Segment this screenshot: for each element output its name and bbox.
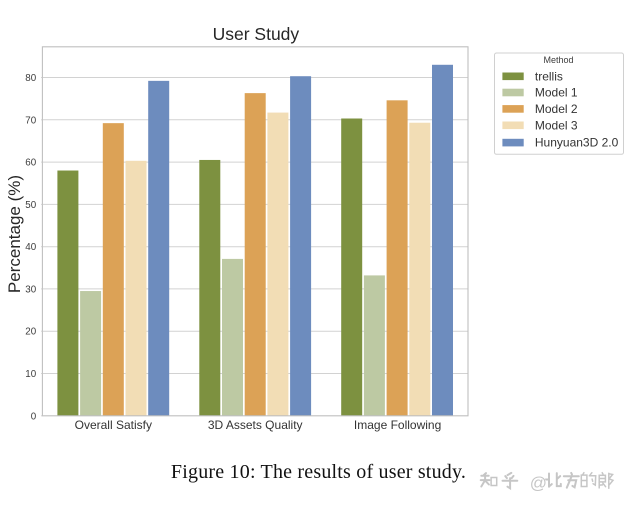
svg-text:Figure 10: The results of user: Figure 10: The results of user study. — [171, 461, 466, 483]
svg-text:Model 2: Model 2 — [535, 102, 578, 116]
svg-text:60: 60 — [25, 158, 36, 169]
svg-text:40: 40 — [25, 242, 36, 253]
svg-text:Model 1: Model 1 — [535, 86, 578, 100]
svg-text:@: @ — [531, 474, 548, 493]
svg-text:User Study: User Study — [213, 24, 300, 44]
svg-text:Method: Method — [543, 55, 573, 65]
svg-text:Overall Satisfy: Overall Satisfy — [75, 418, 152, 432]
svg-text:@: @ — [530, 473, 547, 492]
svg-text:20: 20 — [25, 327, 36, 338]
svg-text:3D Assets Quality: 3D Assets Quality — [208, 418, 303, 432]
svg-text:10: 10 — [25, 369, 36, 380]
svg-text:Model 3: Model 3 — [535, 118, 578, 132]
svg-text:trellis: trellis — [535, 70, 563, 84]
svg-text:Image Following: Image Following — [354, 418, 441, 432]
svg-text:70: 70 — [25, 115, 36, 126]
svg-text:0: 0 — [31, 411, 37, 422]
svg-text:50: 50 — [25, 200, 36, 211]
svg-text:Hunyuan3D 2.0: Hunyuan3D 2.0 — [535, 135, 619, 149]
svg-text:80: 80 — [25, 73, 36, 84]
svg-text:Percentage (%): Percentage (%) — [5, 175, 24, 293]
svg-text:30: 30 — [25, 284, 36, 295]
